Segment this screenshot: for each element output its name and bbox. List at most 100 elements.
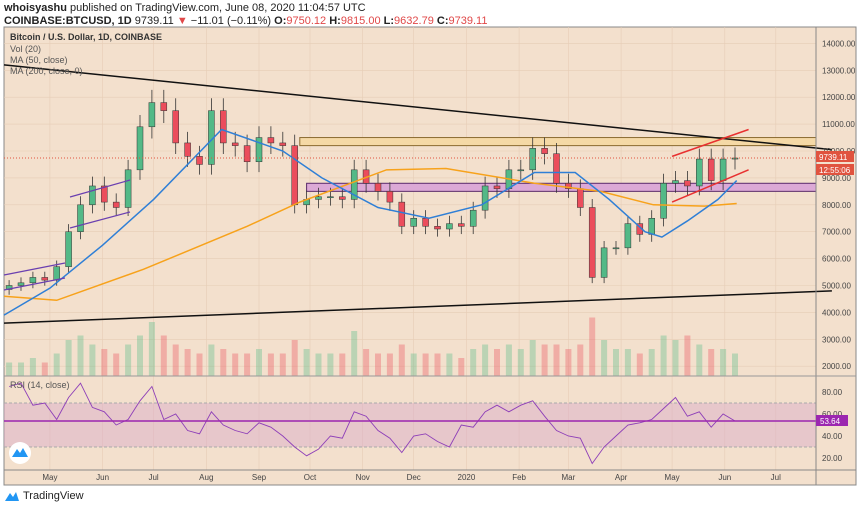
candle-body [410,218,417,227]
candle-body [469,209,477,227]
price-tick-label: 14000.00 [822,39,856,48]
volume-bar [708,349,715,376]
price-tick-label: 7000.00 [822,228,851,237]
volume-bar [160,335,167,376]
time-tick-label: Nov [356,473,370,482]
volume-bar [184,349,191,376]
publish-info: whoisyashu published on TradingView.com,… [4,2,366,14]
candle-body [612,247,620,250]
time-tick-label: Apr [615,473,628,482]
candle-body [160,102,168,111]
close-label: C: [436,15,449,27]
candle-body [577,188,584,208]
author[interactable]: whoisyashu [4,2,67,14]
candle-body [41,277,49,281]
legend-rsi[interactable]: RSI (14, close) [10,380,70,390]
rsi-badge: 53.64 [820,417,841,426]
candle-body [481,185,489,211]
candle-body [17,282,25,286]
ma50-line [3,128,738,316]
volume-bar [732,353,738,376]
candle-body [458,223,465,227]
volume-bar [386,353,393,376]
candle-body [89,185,96,206]
volume-bar [624,349,631,376]
tradingview-chart-logo[interactable] [9,442,31,464]
price-tick-label: 11000.00 [822,120,855,129]
volume-bar [398,344,405,376]
candle-body [422,218,429,227]
volume-bar [77,335,84,376]
rsi-badge-bg [816,415,848,426]
open-value: 9750.12 [286,15,327,27]
legend-volume[interactable]: Vol (20) [10,44,41,54]
volume-bar [101,349,108,376]
candle-body [696,158,703,187]
time-tick-label: Jul [771,473,781,482]
volume-bar [41,362,48,376]
volume-bar [89,344,96,376]
volume-bar [196,353,203,376]
volume-bar [601,340,608,376]
volume-bar [696,344,703,376]
countdown-bg [816,164,854,175]
time-tick-label: Dec [407,473,421,482]
rsi-tick-label: 60.00 [822,410,843,419]
candle-body [243,145,251,163]
volume-bar [529,340,536,376]
volume-bar [327,353,334,376]
legend-ma50[interactable]: MA (50, close) [10,55,68,65]
legend-ma200[interactable]: MA (200, close, 0) [10,66,83,76]
volume-bar [434,353,441,376]
candle-body [648,218,655,235]
countdown: 12:55:06 [819,166,851,175]
symbol: COINBASE:BTCUSD, 1D [4,15,132,27]
purple-channel-lower [3,277,66,291]
descending-trendline [3,64,832,151]
candle-body [339,196,346,200]
candle-body [279,142,287,146]
rsi-tick-label: 40.00 [822,432,843,441]
time-tick-label: 2020 [458,473,476,482]
footer[interactable]: TradingView [4,490,84,502]
volume-bar [494,349,500,376]
time-tick-label: May [665,473,680,482]
volume-bar [18,362,24,376]
price-tick-label: 8000.00 [822,201,851,210]
candle-body [112,201,120,208]
candle-body [65,231,72,267]
price-tick-label: 13000.00 [822,66,856,75]
down-arrow-icon: ▼ [176,15,188,27]
volume-bar [636,353,643,376]
rsi-tick-label: 80.00 [822,388,843,397]
candle-body [386,191,394,203]
candle-body [172,110,179,144]
price-tick-label: 9000.00 [822,174,851,183]
time-tick-label: Jul [148,473,158,482]
volume-bar [375,353,381,376]
volume-bar [446,353,453,376]
price-tick-label: 2000.00 [822,362,851,371]
axes: 14000.0013000.0012000.0011000.0010000.00… [42,39,856,482]
candle-body [196,156,203,165]
candle-body [624,223,632,249]
volume-bar [684,335,691,376]
volume-bar [458,358,465,376]
volume-bar [65,340,72,376]
candle-body [684,180,691,187]
time-tick-label: Jun [96,473,109,482]
candle-body [660,183,667,219]
volume-bar [422,353,429,376]
volume-bar [565,349,572,376]
grid [4,27,816,470]
candle-body [719,158,727,181]
price-tick-label: 3000.00 [822,335,851,344]
candle-body [53,266,60,281]
volume-bar [267,353,274,376]
low-value: 9632.79 [394,15,434,27]
volume-bar [244,353,251,376]
purple-channel-lower [69,211,131,229]
candle-body [29,277,37,284]
volume-bar [470,349,477,376]
